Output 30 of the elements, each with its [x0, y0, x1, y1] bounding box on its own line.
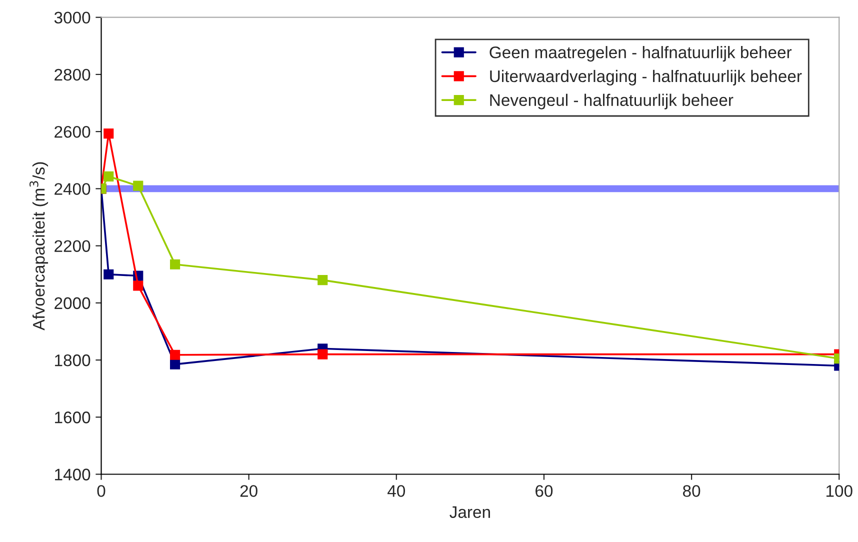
point	[133, 180, 144, 191]
x-axis-title: Jaren	[450, 506, 490, 518]
point	[104, 171, 114, 182]
y-tick-label: 2200	[54, 240, 90, 252]
x-tick-label: 0	[97, 485, 106, 497]
point	[170, 350, 180, 360]
y-tick-label: 2800	[54, 68, 90, 81]
point	[170, 259, 180, 270]
y-axis-title: Afvoercapaciteit (m$^{3}$/s)	[30, 162, 48, 330]
point	[133, 280, 144, 291]
legend-label: Nevengeul - halfnatuurlijk beheer	[490, 94, 734, 110]
x-tick-label: 40	[388, 485, 406, 497]
x-tick-label: 80	[683, 485, 700, 497]
y-tick-label: 3000	[54, 12, 90, 24]
point	[104, 128, 114, 139]
y-tick-label: 2400	[54, 183, 90, 195]
x-tick-label: 100	[826, 485, 852, 497]
y-tick-label: 1800	[55, 354, 90, 366]
x-tick-label: 60	[536, 485, 553, 497]
point	[318, 349, 328, 360]
legend-label: Geen maatregelen - halfnatuurlijk beheer	[490, 46, 792, 62]
y-tick-label: 1400	[55, 468, 90, 480]
y-tick-label: 2000	[54, 297, 90, 310]
x-tick-label: 20	[240, 485, 258, 497]
point	[170, 359, 180, 370]
y-tick-label: 2600	[54, 126, 90, 138]
point	[318, 275, 328, 286]
legend-label: Uiterwaardverlaging - halfnatuurlijk beheer	[490, 70, 802, 86]
point	[104, 269, 114, 280]
y-tick-label: 1600	[55, 412, 90, 424]
